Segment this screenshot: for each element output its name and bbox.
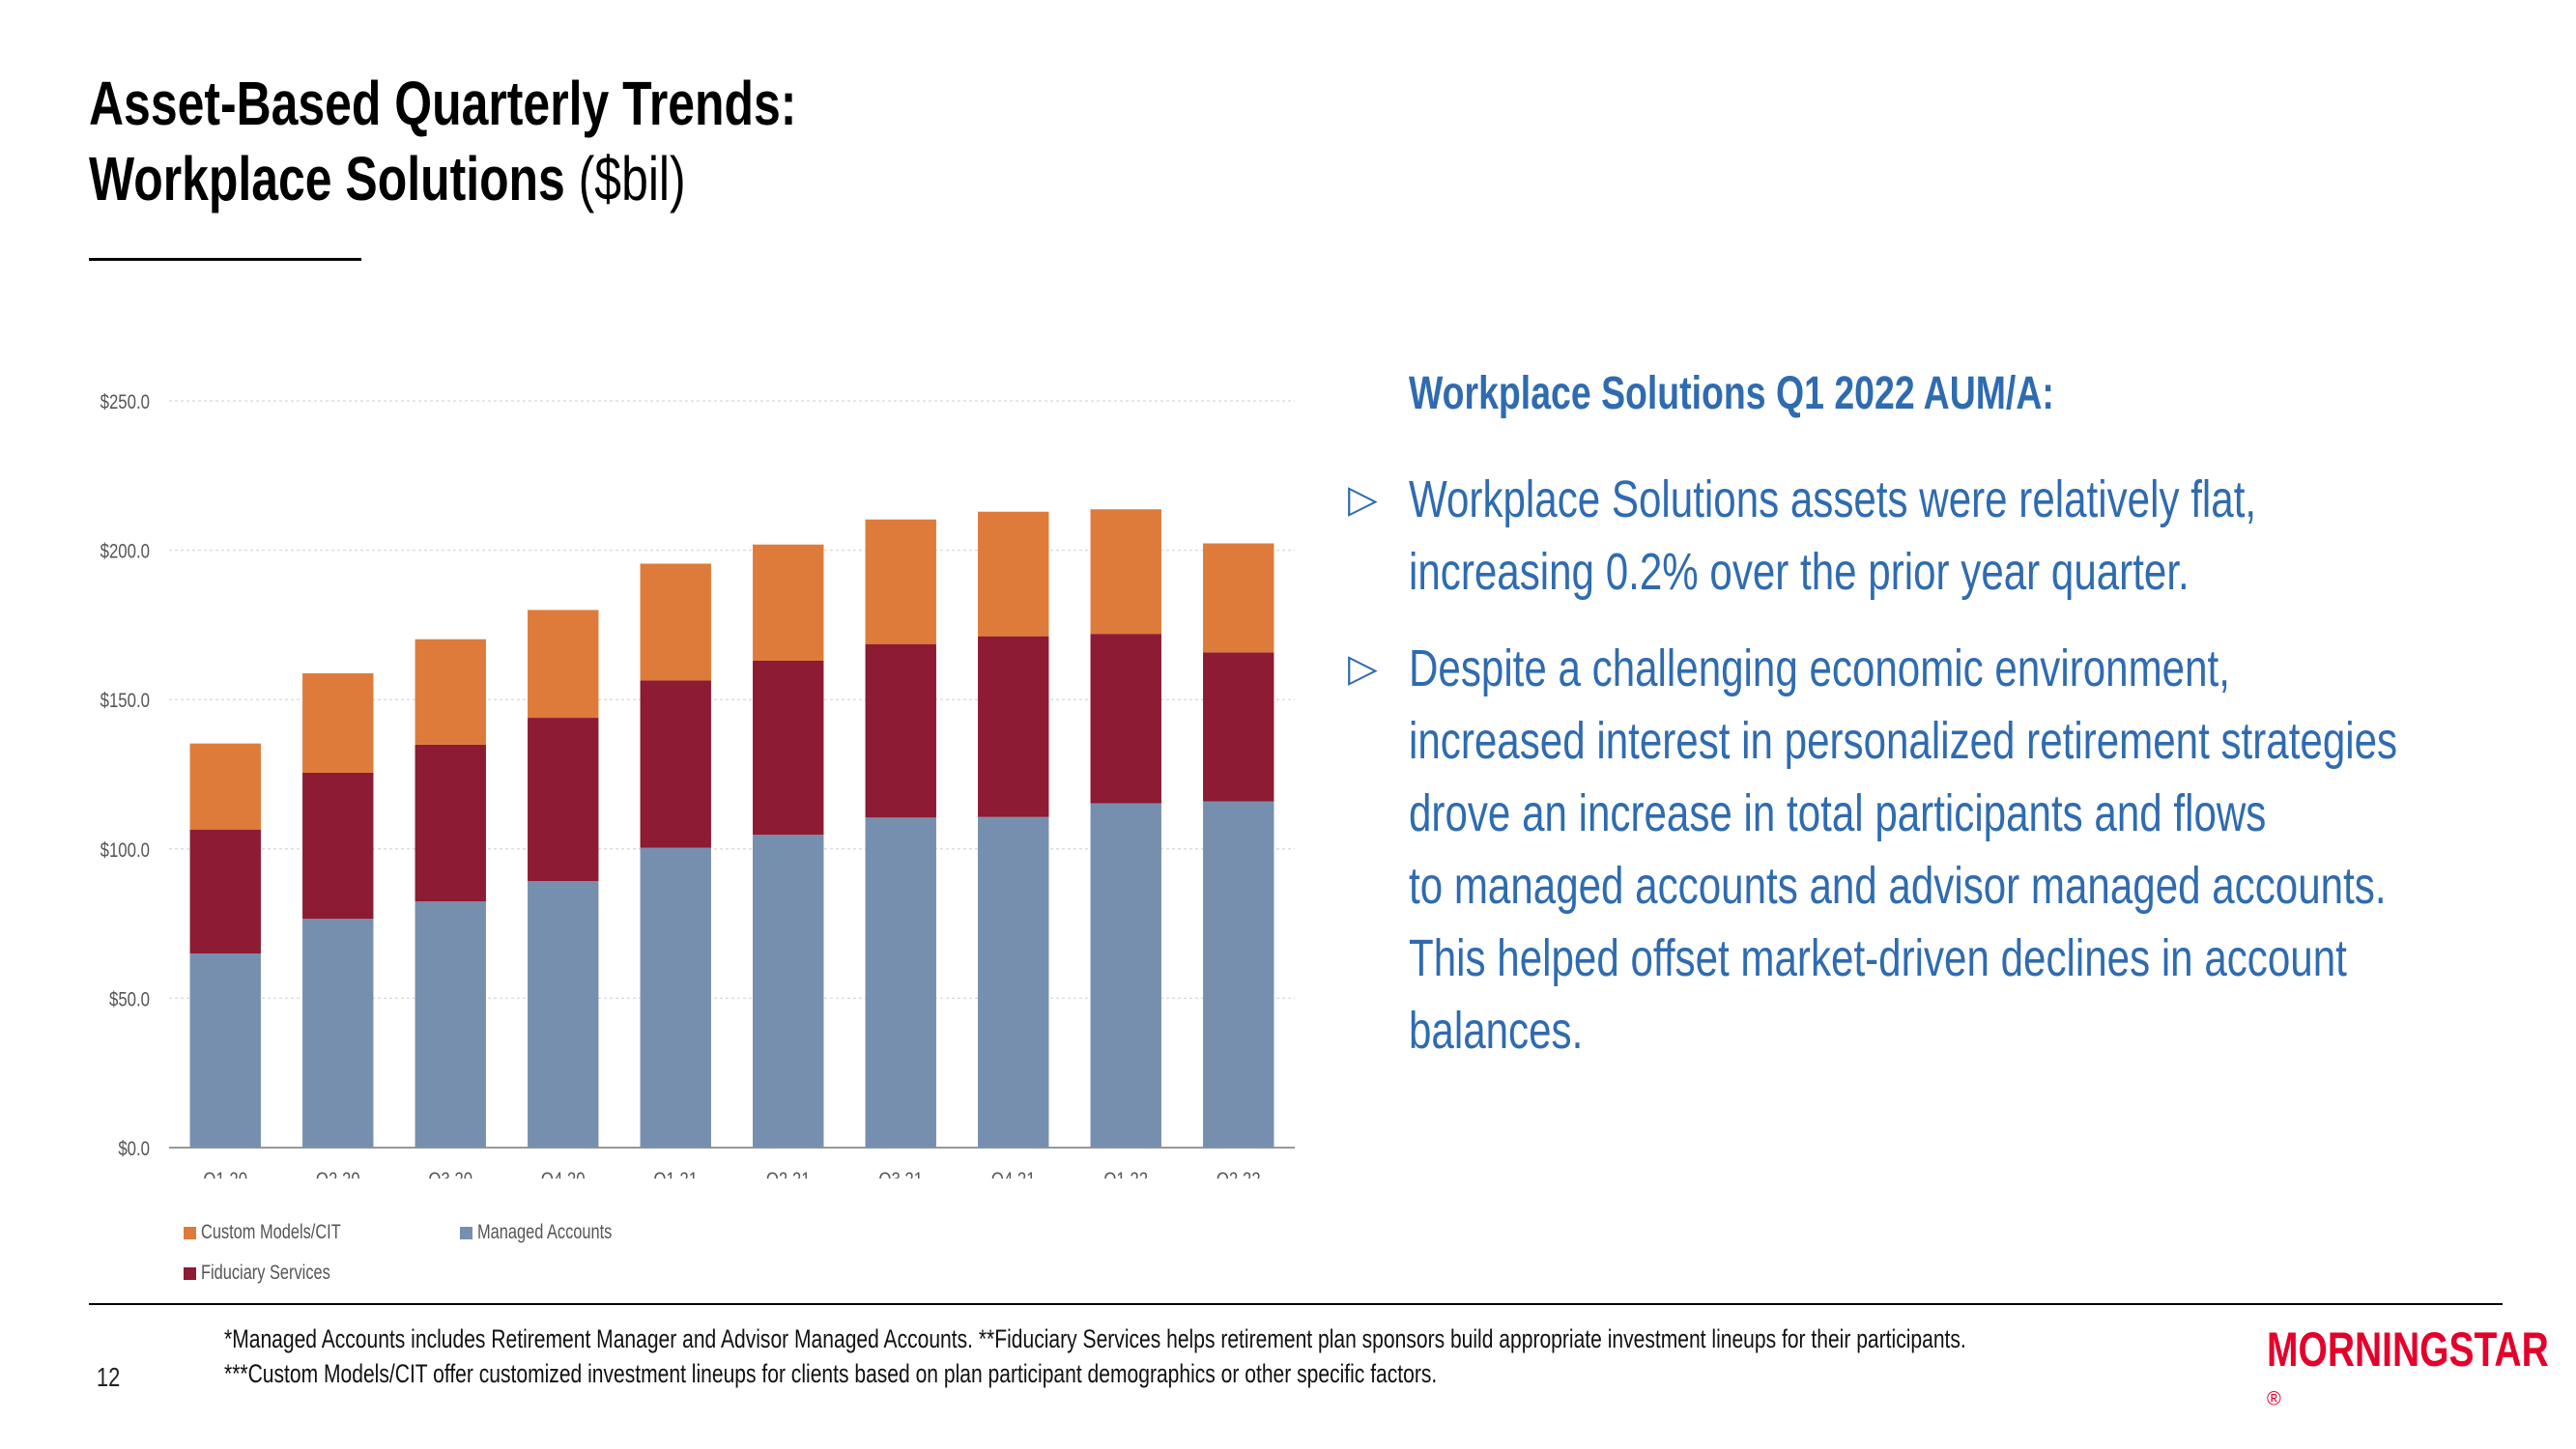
bullet-line: increasing 0.2% over the prior year quar…	[1409, 543, 2190, 601]
bar-custom-models-cit-q2-20	[302, 672, 374, 773]
x-tick-label: Q2 22	[1216, 1169, 1261, 1179]
title-main: Workplace Solutions	[89, 144, 565, 213]
bar-managed-accounts-q4-21	[978, 816, 1049, 1148]
logo-text: MORNINGSTAR	[2267, 1322, 2549, 1377]
bar-fiduciary-services-q3-21	[865, 643, 936, 818]
page-number: 12	[97, 1362, 127, 1393]
bar-managed-accounts-q1-21	[640, 847, 711, 1148]
x-tick-label: Q3 20	[428, 1169, 472, 1179]
legend-item-fiduciary: Fiduciary Services	[184, 1262, 367, 1285]
x-tick-label: Q4 21	[991, 1169, 1036, 1179]
y-tick-label: $0.0	[118, 1138, 150, 1160]
bar-fiduciary-services-q1-21	[640, 680, 711, 848]
bars	[189, 509, 1274, 1148]
legend-item-custom: Custom Models/CIT	[184, 1221, 381, 1244]
y-tick-labels: $0.0 $50.0 $100.0 $150.0 $200.0 $250.0	[100, 391, 150, 1160]
morningstar-logo: MORNINGSTAR ®	[2267, 1321, 2576, 1434]
bar-managed-accounts-q2-20	[302, 919, 374, 1148]
x-tick-labels: Q1 20 Q2 20 Q3 20 Q4 20 Q1 21 Q2 21 Q3 21 Q4 21…	[203, 1169, 1260, 1179]
bar-custom-models-cit-q3-21	[865, 519, 936, 644]
bar-managed-accounts-q2-22	[1203, 801, 1274, 1148]
title-line-2: Workplace Solutions ($bil)	[89, 141, 686, 216]
footnotes: *Managed Accounts includes Retirement Ma…	[224, 1321, 2457, 1391]
y-tick-label: $200.0	[100, 541, 150, 563]
footnote-2: ***Custom Models/CIT offer customized in…	[224, 1359, 1438, 1388]
x-tick-label: Q1 22	[1103, 1169, 1148, 1179]
bar-custom-models-cit-q1-21	[640, 563, 711, 681]
bar-custom-models-cit-q3-20	[415, 639, 486, 745]
bar-custom-models-cit-q4-20	[528, 610, 599, 719]
legend-swatch	[460, 1227, 472, 1239]
legend-label: Custom Models/CIT	[201, 1221, 341, 1243]
legend-item-managed: Managed Accounts	[460, 1221, 650, 1244]
bar-managed-accounts-q1-20	[189, 953, 261, 1148]
page-title: Asset-Based Quarterly Trends: Workplace …	[89, 66, 996, 216]
bullet-line: Despite a challenging economic environme…	[1409, 639, 2230, 697]
legend-label: Fiduciary Services	[201, 1262, 330, 1284]
bar-fiduciary-services-q3-20	[415, 744, 486, 902]
commentary-panel: Workplace Solutions Q1 2022 AUM/A: ▷ Wor…	[1348, 365, 2536, 1067]
legend-swatch	[184, 1267, 196, 1280]
bar-fiduciary-services-q2-20	[302, 772, 374, 920]
y-tick-label: $50.0	[109, 989, 150, 1011]
bullet-line: balances.	[1409, 1002, 1584, 1060]
bar-fiduciary-services-q1-22	[1090, 634, 1161, 804]
commentary-heading: Workplace Solutions Q1 2022 AUM/A:	[1409, 365, 2536, 423]
x-tick-label: Q2 20	[316, 1169, 360, 1179]
page-number-text: 12	[97, 1362, 121, 1392]
stacked-bar-chart: $0.0$50.0$100.0$150.0$200.0$250.0 Q1 20Q…	[100, 391, 1295, 1179]
bullet-line: Workplace Solutions assets were relative…	[1409, 470, 2257, 528]
x-tick-label: Q1 21	[653, 1169, 698, 1179]
bar-custom-models-cit-q2-22	[1203, 543, 1274, 653]
bar-custom-models-cit-q1-20	[189, 743, 261, 830]
bar-fiduciary-services-q1-20	[189, 829, 261, 954]
x-tick-label: Q2 21	[766, 1169, 811, 1179]
triangle-right-icon: ▷	[1348, 478, 1378, 521]
x-tick-label: Q4 20	[541, 1169, 586, 1179]
registered-mark: ®	[2267, 1388, 2281, 1410]
bar-custom-models-cit-q1-22	[1090, 509, 1161, 635]
title-line-1: Asset-Based Quarterly Trends:	[89, 69, 797, 138]
bullet-line: This helped offset market-driven decline…	[1409, 929, 2347, 987]
heading-text: Workplace Solutions Q1 2022 AUM/A:	[1409, 368, 2054, 419]
title-divider	[89, 258, 361, 261]
bullet-line: drove an increase in total participants …	[1409, 784, 2267, 842]
bar-custom-models-cit-q2-21	[753, 544, 824, 662]
legend-swatch	[184, 1227, 196, 1239]
x-tick-label: Q1 20	[203, 1169, 247, 1179]
bullet-line: increased interest in personalized retir…	[1409, 712, 2398, 770]
bar-managed-accounts-q2-21	[753, 835, 824, 1148]
x-tick-label: Q3 21	[878, 1169, 923, 1179]
y-tick-label: $100.0	[100, 839, 150, 862]
footer-divider	[89, 1303, 2503, 1305]
footnote-1: *Managed Accounts includes Retirement Ma…	[224, 1324, 1966, 1353]
legend-label: Managed Accounts	[477, 1221, 613, 1243]
title-unit: ($bil)	[578, 144, 686, 213]
bar-custom-models-cit-q4-21	[978, 511, 1049, 637]
bullet-line: to managed accounts and advisor managed …	[1409, 857, 2387, 915]
bullet-1: ▷ Workplace Solutions assets were relati…	[1348, 464, 2536, 609]
bullet-text: Despite a challenging economic environme…	[1409, 633, 2479, 1067]
bar-fiduciary-services-q2-21	[753, 661, 824, 836]
bullet-text: Workplace Solutions assets were relative…	[1409, 464, 2479, 609]
bar-fiduciary-services-q4-20	[528, 718, 599, 882]
triangle-right-icon: ▷	[1348, 647, 1378, 690]
bar-managed-accounts-q1-22	[1090, 803, 1161, 1148]
y-tick-label: $150.0	[100, 691, 150, 713]
bar-fiduciary-services-q2-22	[1203, 652, 1274, 802]
bar-managed-accounts-q3-20	[415, 901, 486, 1148]
bar-managed-accounts-q4-20	[528, 881, 599, 1148]
bar-fiduciary-services-q4-21	[978, 636, 1049, 817]
bullet-2: ▷ Despite a challenging economic environ…	[1348, 633, 2536, 1067]
y-tick-label: $250.0	[100, 391, 150, 413]
bar-managed-accounts-q3-21	[865, 817, 936, 1148]
